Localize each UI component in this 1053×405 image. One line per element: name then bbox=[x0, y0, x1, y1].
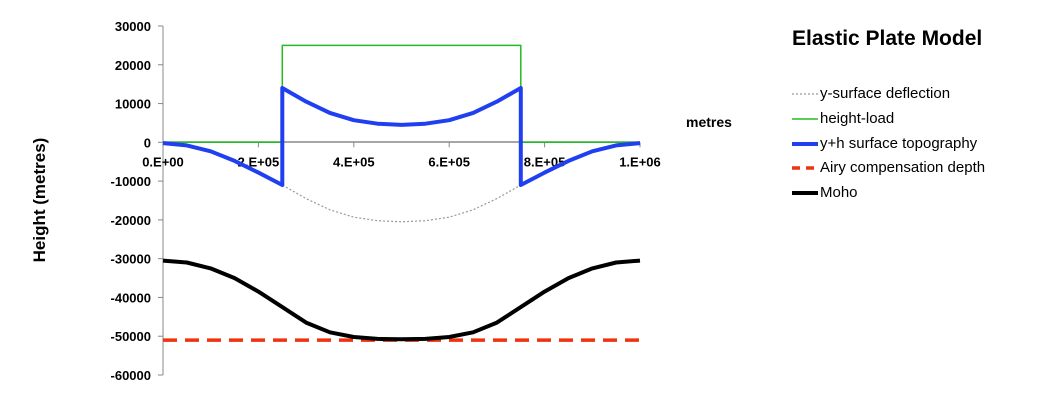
legend-swatch bbox=[792, 93, 818, 95]
legend-swatch bbox=[792, 141, 818, 146]
y-tick-label: -50000 bbox=[111, 329, 151, 344]
series-line-y-surface-deflection bbox=[162, 142, 641, 223]
y-tick-label: -30000 bbox=[111, 252, 151, 267]
y-tick-group: 30000 20000 10000 0 -10000 -20000 -30000 -40000… bbox=[111, 19, 163, 383]
legend-label: y+h surface topography bbox=[820, 134, 978, 152]
chart-title: Elastic Plate Model bbox=[792, 27, 983, 50]
x-tick-label: 1.E+06 bbox=[619, 154, 661, 169]
x-tick-group: 0.E+00 2.E+05 4.E+05 6.E+05 8.E+05 1.E+06 bbox=[142, 142, 661, 169]
x-tick-label: 6.E+05 bbox=[428, 154, 470, 169]
y-axis-label: Height (metres) bbox=[30, 138, 49, 263]
series-line-moho bbox=[162, 258, 641, 342]
legend-swatch bbox=[792, 166, 818, 171]
y-tick-label: -40000 bbox=[111, 290, 151, 305]
axes bbox=[162, 26, 640, 375]
y-tick-label: -20000 bbox=[111, 213, 151, 228]
x-axis-unit-label: metres bbox=[686, 114, 732, 130]
y-tick-label: -60000 bbox=[111, 368, 151, 383]
legend-label: Airy compensation depth bbox=[820, 159, 986, 177]
legend-label: Moho bbox=[820, 184, 858, 202]
y-tick-label: 0 bbox=[144, 135, 151, 150]
y-tick-label: 10000 bbox=[115, 97, 151, 112]
legend-swatch bbox=[792, 118, 818, 120]
series-line-height-load bbox=[163, 44, 640, 144]
x-tick-label: 4.E+05 bbox=[333, 154, 375, 169]
legend-swatch bbox=[792, 191, 818, 196]
y-tick-label: 30000 bbox=[115, 19, 151, 34]
x-tick-label: 0.E+00 bbox=[142, 154, 184, 169]
y-tick-label: -10000 bbox=[111, 174, 151, 189]
series-line-y-h-surface-topography bbox=[162, 86, 641, 187]
series-group bbox=[162, 44, 641, 342]
legend-label: height-load bbox=[820, 109, 895, 127]
y-tick-label: 20000 bbox=[115, 58, 151, 73]
legend-label: y-surface deflection bbox=[820, 85, 951, 102]
